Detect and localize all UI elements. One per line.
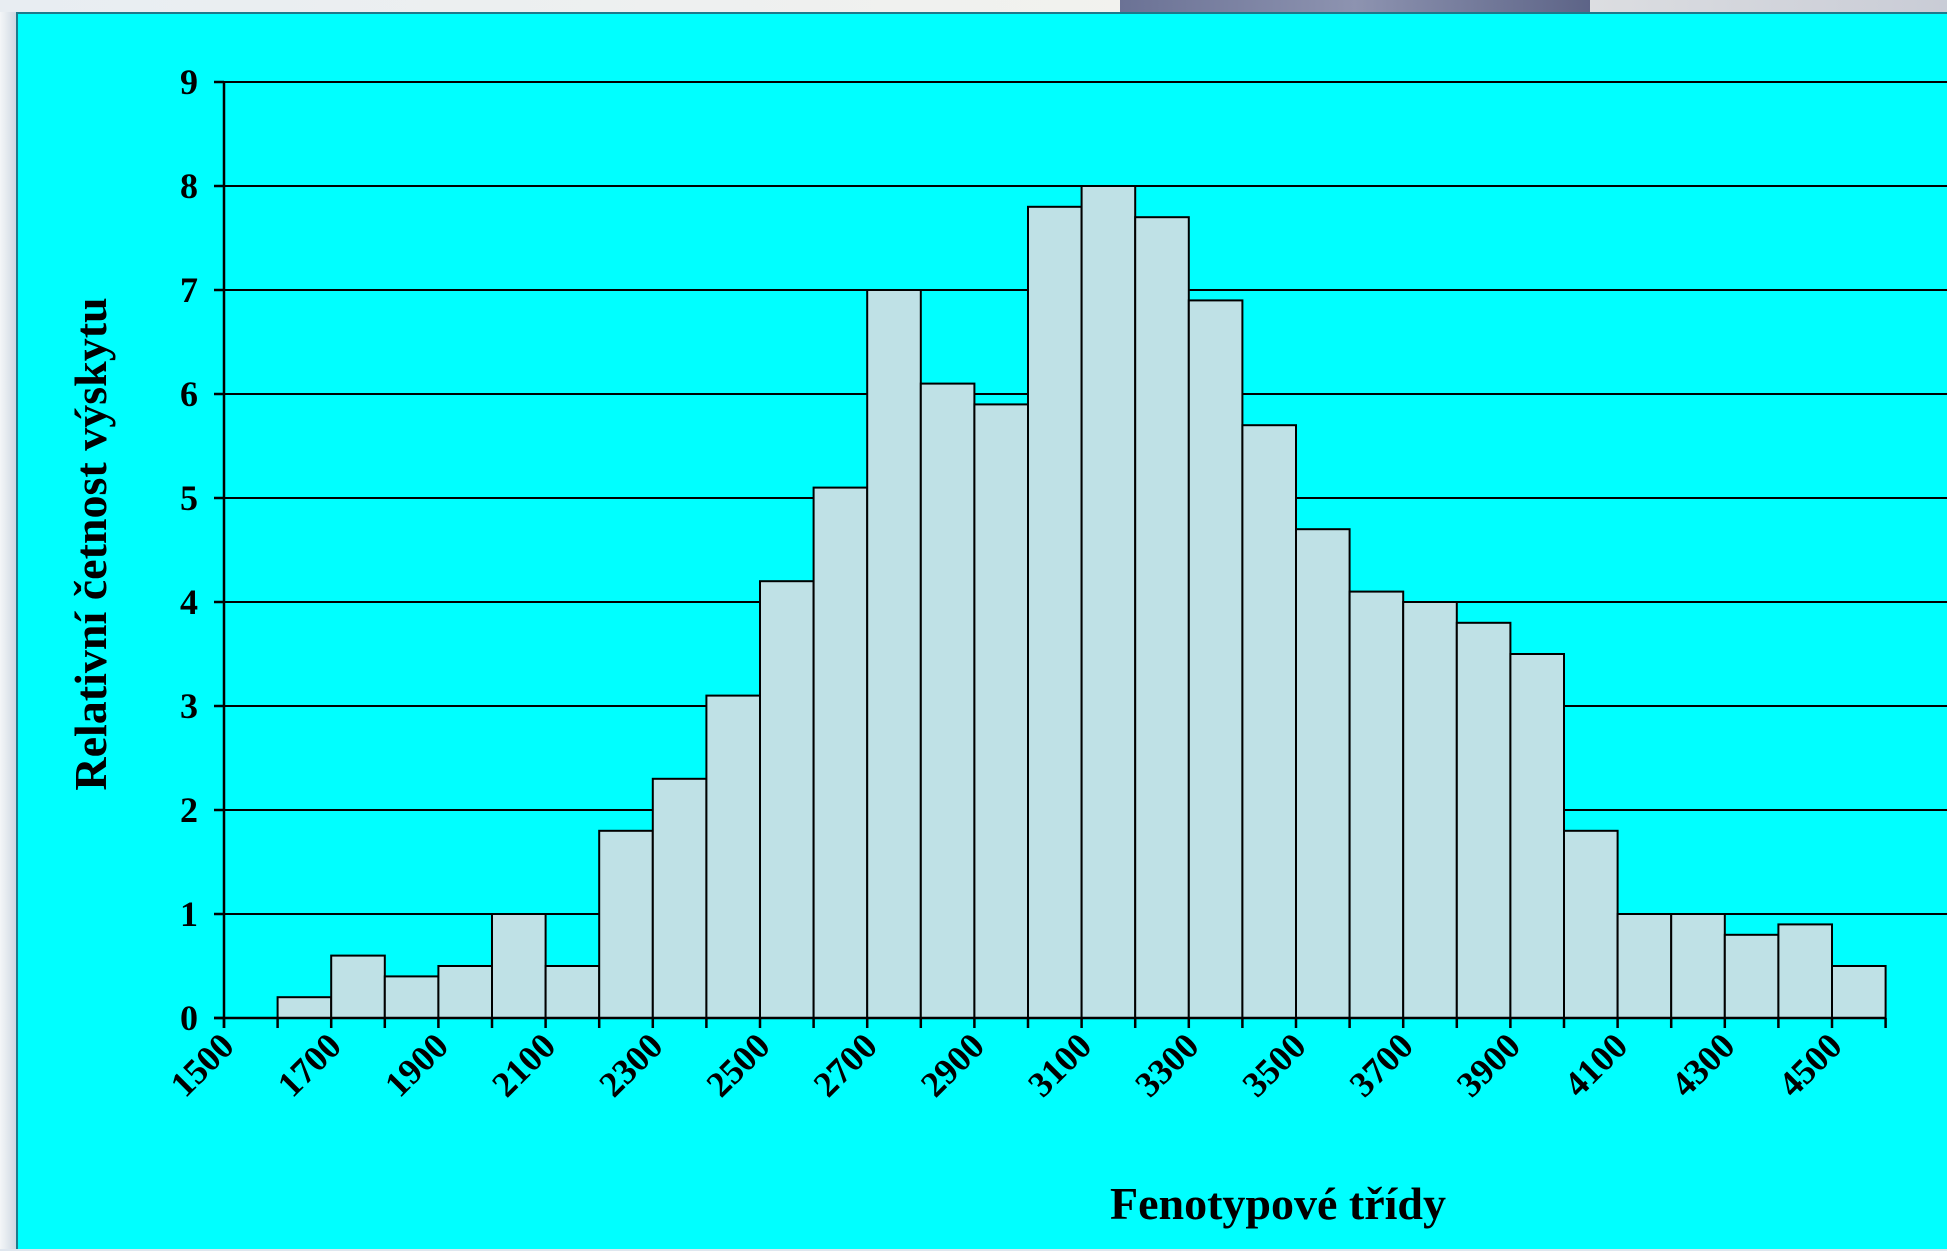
x-tick-label-2900: 2900 bbox=[913, 1025, 992, 1104]
bar-2700 bbox=[866, 289, 922, 1019]
bar-2300 bbox=[651, 777, 708, 1019]
x-tick-label-3100: 3100 bbox=[1020, 1025, 1099, 1104]
bar-3400 bbox=[1241, 424, 1298, 1019]
x-tick-label-4100: 4100 bbox=[1556, 1025, 1635, 1104]
bar-2000 bbox=[491, 913, 547, 1019]
bar-2500 bbox=[759, 580, 815, 1019]
bar-4500 bbox=[1831, 965, 1887, 1019]
y-tick-labels: 0 1 2 3 4 5 6 7 8 9 bbox=[180, 62, 198, 1038]
bar-1900 bbox=[437, 965, 493, 1019]
x-tick-label-4300: 4300 bbox=[1663, 1025, 1742, 1104]
bar-3900 bbox=[1509, 653, 1566, 1019]
x-tick-label-1500: 1500 bbox=[162, 1025, 241, 1104]
bar-4000 bbox=[1563, 829, 1619, 1019]
bar-1600 bbox=[276, 996, 333, 1020]
top-photo-fragment bbox=[1120, 0, 1590, 12]
left-edge-strip bbox=[0, 12, 16, 1249]
bar-1700 bbox=[330, 954, 386, 1019]
bar-2100 bbox=[544, 965, 601, 1019]
bar-2900 bbox=[973, 403, 1030, 1019]
y-tick-label-5: 5 bbox=[180, 478, 198, 518]
bar-2600 bbox=[812, 486, 869, 1020]
y-tick-label-9: 9 bbox=[180, 62, 198, 102]
x-tick-label-2500: 2500 bbox=[698, 1025, 777, 1104]
bar-2200 bbox=[598, 829, 654, 1019]
top-decor-strip bbox=[0, 0, 1947, 12]
x-tick-label-2300: 2300 bbox=[591, 1025, 670, 1104]
y-tick-label-6: 6 bbox=[180, 374, 198, 414]
y-tick-label-2: 2 bbox=[180, 790, 198, 830]
bar-3000 bbox=[1027, 205, 1083, 1020]
bar-2400 bbox=[705, 694, 762, 1019]
axes bbox=[214, 80, 1887, 1028]
x-tick-label-3300: 3300 bbox=[1127, 1025, 1206, 1104]
y-tick-label-8: 8 bbox=[180, 166, 198, 206]
bar-3100 bbox=[1080, 185, 1137, 1019]
bar-1800 bbox=[383, 975, 440, 1020]
y-axis-title: Relativní četnost výskytu bbox=[65, 297, 116, 790]
y-tick-label-1: 1 bbox=[180, 894, 198, 934]
y-tick-label-3: 3 bbox=[180, 686, 198, 726]
bar-3500 bbox=[1295, 528, 1351, 1019]
bars bbox=[276, 185, 1887, 1020]
bar-4100 bbox=[1616, 913, 1673, 1019]
chart-panel: 0 1 2 3 4 5 6 7 8 9 1500 1700 1900 2100 2300 2500 2700 2… bbox=[16, 12, 1947, 1249]
x-tick-label-2100: 2100 bbox=[484, 1025, 563, 1104]
y-tick-label-0: 0 bbox=[180, 998, 198, 1038]
x-tick-label-4500: 4500 bbox=[1770, 1025, 1849, 1104]
x-tick-label-1900: 1900 bbox=[377, 1025, 456, 1104]
x-axis-title: Fenotypové třídy bbox=[1110, 1178, 1446, 1229]
bar-3800 bbox=[1455, 621, 1512, 1019]
bar-4300 bbox=[1723, 933, 1780, 1019]
bar-3700 bbox=[1402, 601, 1458, 1019]
bar-4400 bbox=[1777, 923, 1834, 1020]
y-tick-label-4: 4 bbox=[180, 582, 198, 622]
bar-3200 bbox=[1134, 216, 1190, 1019]
x-tick-label-2700: 2700 bbox=[806, 1025, 885, 1104]
bar-3300 bbox=[1187, 299, 1244, 1019]
x-tick-labels: 1500 1700 1900 2100 2300 2500 2700 2900 3100 3300… bbox=[162, 1025, 1849, 1104]
bar-2800 bbox=[919, 382, 976, 1020]
x-tick-label-3900: 3900 bbox=[1449, 1025, 1528, 1104]
x-tick-label-3500: 3500 bbox=[1234, 1025, 1313, 1104]
bar-3600 bbox=[1348, 590, 1405, 1019]
x-tick-label-3700: 3700 bbox=[1342, 1025, 1421, 1104]
histogram-chart: 0 1 2 3 4 5 6 7 8 9 1500 1700 1900 2100 2300 2500 2700 2… bbox=[65, 62, 1947, 1229]
y-tick-label-7: 7 bbox=[180, 270, 198, 310]
bar-4200 bbox=[1670, 913, 1726, 1019]
x-tick-label-1700: 1700 bbox=[270, 1025, 349, 1104]
